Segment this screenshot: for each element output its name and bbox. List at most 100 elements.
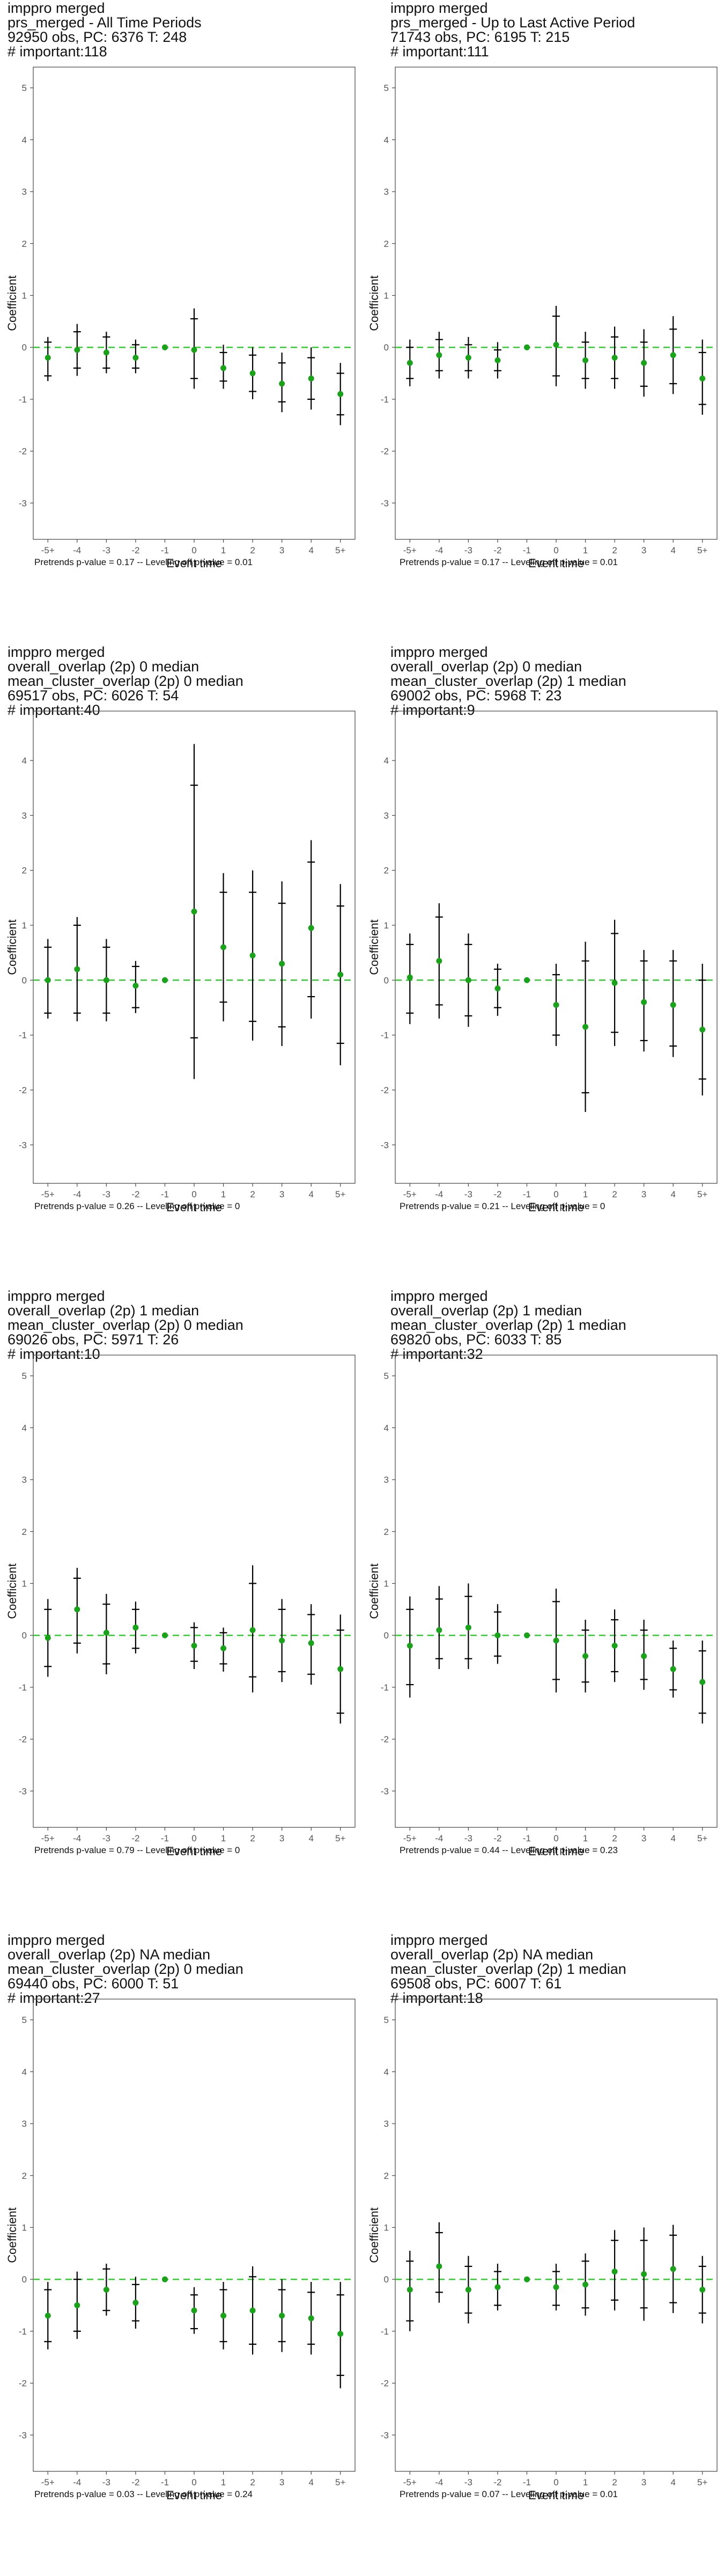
x-tick-label: 5+ [697, 2477, 707, 2487]
coefficient-point [582, 357, 589, 363]
coefficient-point [220, 1645, 227, 1651]
x-axis-title: Event time [166, 557, 222, 570]
chart-footnote: Pretrends p-value = 0.03 -- Leveling off… [34, 2489, 253, 2499]
y-axis-title: Coefficient [5, 919, 19, 975]
coefficient-point [249, 1627, 256, 1634]
plot-frame [395, 711, 718, 1184]
chart-plot: 4 3 2 1 0 -1 -2 -3 -5+ -4 -3 -2 -1 0 1 2 3 4 5+ Event time C… [367, 711, 718, 1214]
coefficient-point [699, 1026, 706, 1033]
chart-header-line: # important:27 [8, 1990, 100, 2006]
x-tick-label: 5+ [335, 1189, 345, 1199]
chart-header-line: 69820 obs, PC: 6033 T: 85 [390, 1331, 562, 1348]
chart-header-line: # important:111 [390, 43, 489, 60]
chart-panel: imppro merged overall_overlap (2p) 0 medi… [362, 644, 724, 1288]
chart-header-line: mean_cluster_overlap (2p) 1 median [390, 673, 626, 689]
x-tick-label: -2 [131, 1833, 139, 1843]
y-tick-label: 1 [22, 920, 27, 931]
chart-header-line: overall_overlap (2p) 1 median [390, 1302, 582, 1319]
chart-header-line: prs_merged - All Time Periods [8, 14, 202, 31]
chart-panel: imppro merged overall_overlap (2p) NA med… [362, 1932, 724, 2576]
y-axis-title: Coefficient [367, 275, 381, 331]
coefficient-point [670, 352, 676, 358]
coefficient-point [220, 365, 227, 371]
x-tick-label: -4 [73, 1189, 81, 1199]
x-tick-label: 1 [221, 2477, 226, 2487]
chart-panel: imppro merged prs_merged - All Time Perio… [0, 0, 362, 644]
y-tick-label: 4 [22, 756, 27, 766]
chart-header-line: mean_cluster_overlap (2p) 1 median [390, 1961, 626, 1977]
coefficient-point [161, 2276, 168, 2282]
chart-header-line: 69002 obs, PC: 5968 T: 23 [390, 687, 562, 704]
coefficient-point [407, 2287, 413, 2293]
y-tick-label: -3 [381, 498, 389, 508]
coefficient-point [523, 1632, 530, 1638]
x-tick-label: 4 [670, 1189, 675, 1199]
coefficient-point [465, 355, 471, 361]
y-tick-label: 4 [384, 2067, 389, 2077]
coefficient-point [641, 999, 647, 1005]
y-tick-label: 5 [384, 83, 389, 93]
x-tick-label: 5+ [335, 545, 345, 555]
chart-header-line: mean_cluster_overlap (2p) 0 median [8, 1317, 243, 1333]
coefficient-point [308, 1640, 314, 1646]
coefficient-point [436, 352, 442, 358]
x-tick-label: -5+ [403, 1189, 417, 1199]
coefficient-point [337, 2331, 344, 2337]
chart-header-line: imppro merged [8, 644, 105, 660]
chart-header-line: overall_overlap (2p) 1 median [8, 1302, 200, 1319]
y-tick-label: -3 [19, 1140, 27, 1150]
y-tick-label: 1 [384, 1578, 389, 1589]
coefficient-point [279, 1637, 285, 1644]
chart-footnote: Pretrends p-value = 0.44 -- Leveling off… [400, 1845, 618, 1855]
coefficient-point [45, 1635, 51, 1641]
x-tick-label: 1 [583, 1189, 588, 1199]
x-axis-title: Event time [528, 1845, 584, 1858]
x-tick-label: 5+ [335, 1833, 345, 1843]
y-axis-title: Coefficient [5, 2207, 19, 2263]
chart-header-line: imppro merged [8, 1288, 105, 1304]
x-tick-label: -1 [523, 1189, 531, 1199]
coefficient-point [670, 2266, 676, 2272]
x-tick-label: -1 [523, 2477, 531, 2487]
x-axis-title: Event time [528, 557, 584, 570]
chart-header-line: imppro merged [390, 1288, 488, 1304]
y-tick-label: -3 [381, 2430, 389, 2440]
chart-header-line: 69026 obs, PC: 5971 T: 26 [8, 1331, 179, 1348]
x-tick-label: -1 [161, 2477, 169, 2487]
chart-header-line: imppro merged [390, 644, 488, 660]
x-tick-label: 2 [612, 1189, 617, 1199]
coefficient-point [436, 958, 442, 964]
chart-header-line: imppro merged [390, 1932, 488, 1948]
chart-header-line: overall_overlap (2p) 0 median [8, 658, 200, 675]
y-tick-label: 2 [384, 2171, 389, 2181]
y-tick-label: 1 [384, 920, 389, 931]
coefficient-point [523, 344, 530, 350]
y-tick-label: 3 [384, 2119, 389, 2129]
x-axis-title: Event time [166, 1845, 222, 1858]
coefficient-point [308, 925, 314, 931]
y-tick-label: -2 [19, 447, 27, 457]
coefficient-point [249, 2307, 256, 2314]
x-tick-label: -2 [131, 1189, 139, 1199]
coefficient-point [132, 355, 139, 361]
chart-header-line: # important:18 [390, 1990, 483, 2006]
y-tick-label: 4 [22, 135, 27, 145]
coefficient-point [553, 1001, 559, 1008]
coefficient-point [337, 1666, 344, 1672]
x-tick-label: 5+ [335, 2477, 345, 2487]
y-tick-label: -1 [381, 1682, 389, 1693]
x-tick-label: -5+ [403, 2477, 417, 2487]
x-tick-label: 3 [641, 545, 646, 555]
chart-panel: imppro merged overall_overlap (2p) 0 medi… [0, 644, 362, 1288]
coefficient-point [279, 2312, 285, 2319]
x-tick-label: 3 [641, 2477, 646, 2487]
x-tick-label: -3 [102, 1833, 110, 1843]
x-axis-title: Event time [528, 2489, 584, 2502]
chart-header-line: # important:10 [8, 1346, 100, 1362]
x-tick-label: -3 [102, 1189, 110, 1199]
x-tick-label: -1 [523, 1833, 531, 1843]
y-tick-label: 2 [22, 1527, 27, 1537]
chart-plot: 5 4 3 2 1 0 -1 -2 -3 -5+ -4 -3 -2 -1 0 1 2 3 4 5+ Event time… [5, 1355, 356, 1858]
coefficient-point [699, 2287, 706, 2293]
chart-footnote: Pretrends p-value = 0.17 -- Leveling off… [400, 557, 618, 567]
